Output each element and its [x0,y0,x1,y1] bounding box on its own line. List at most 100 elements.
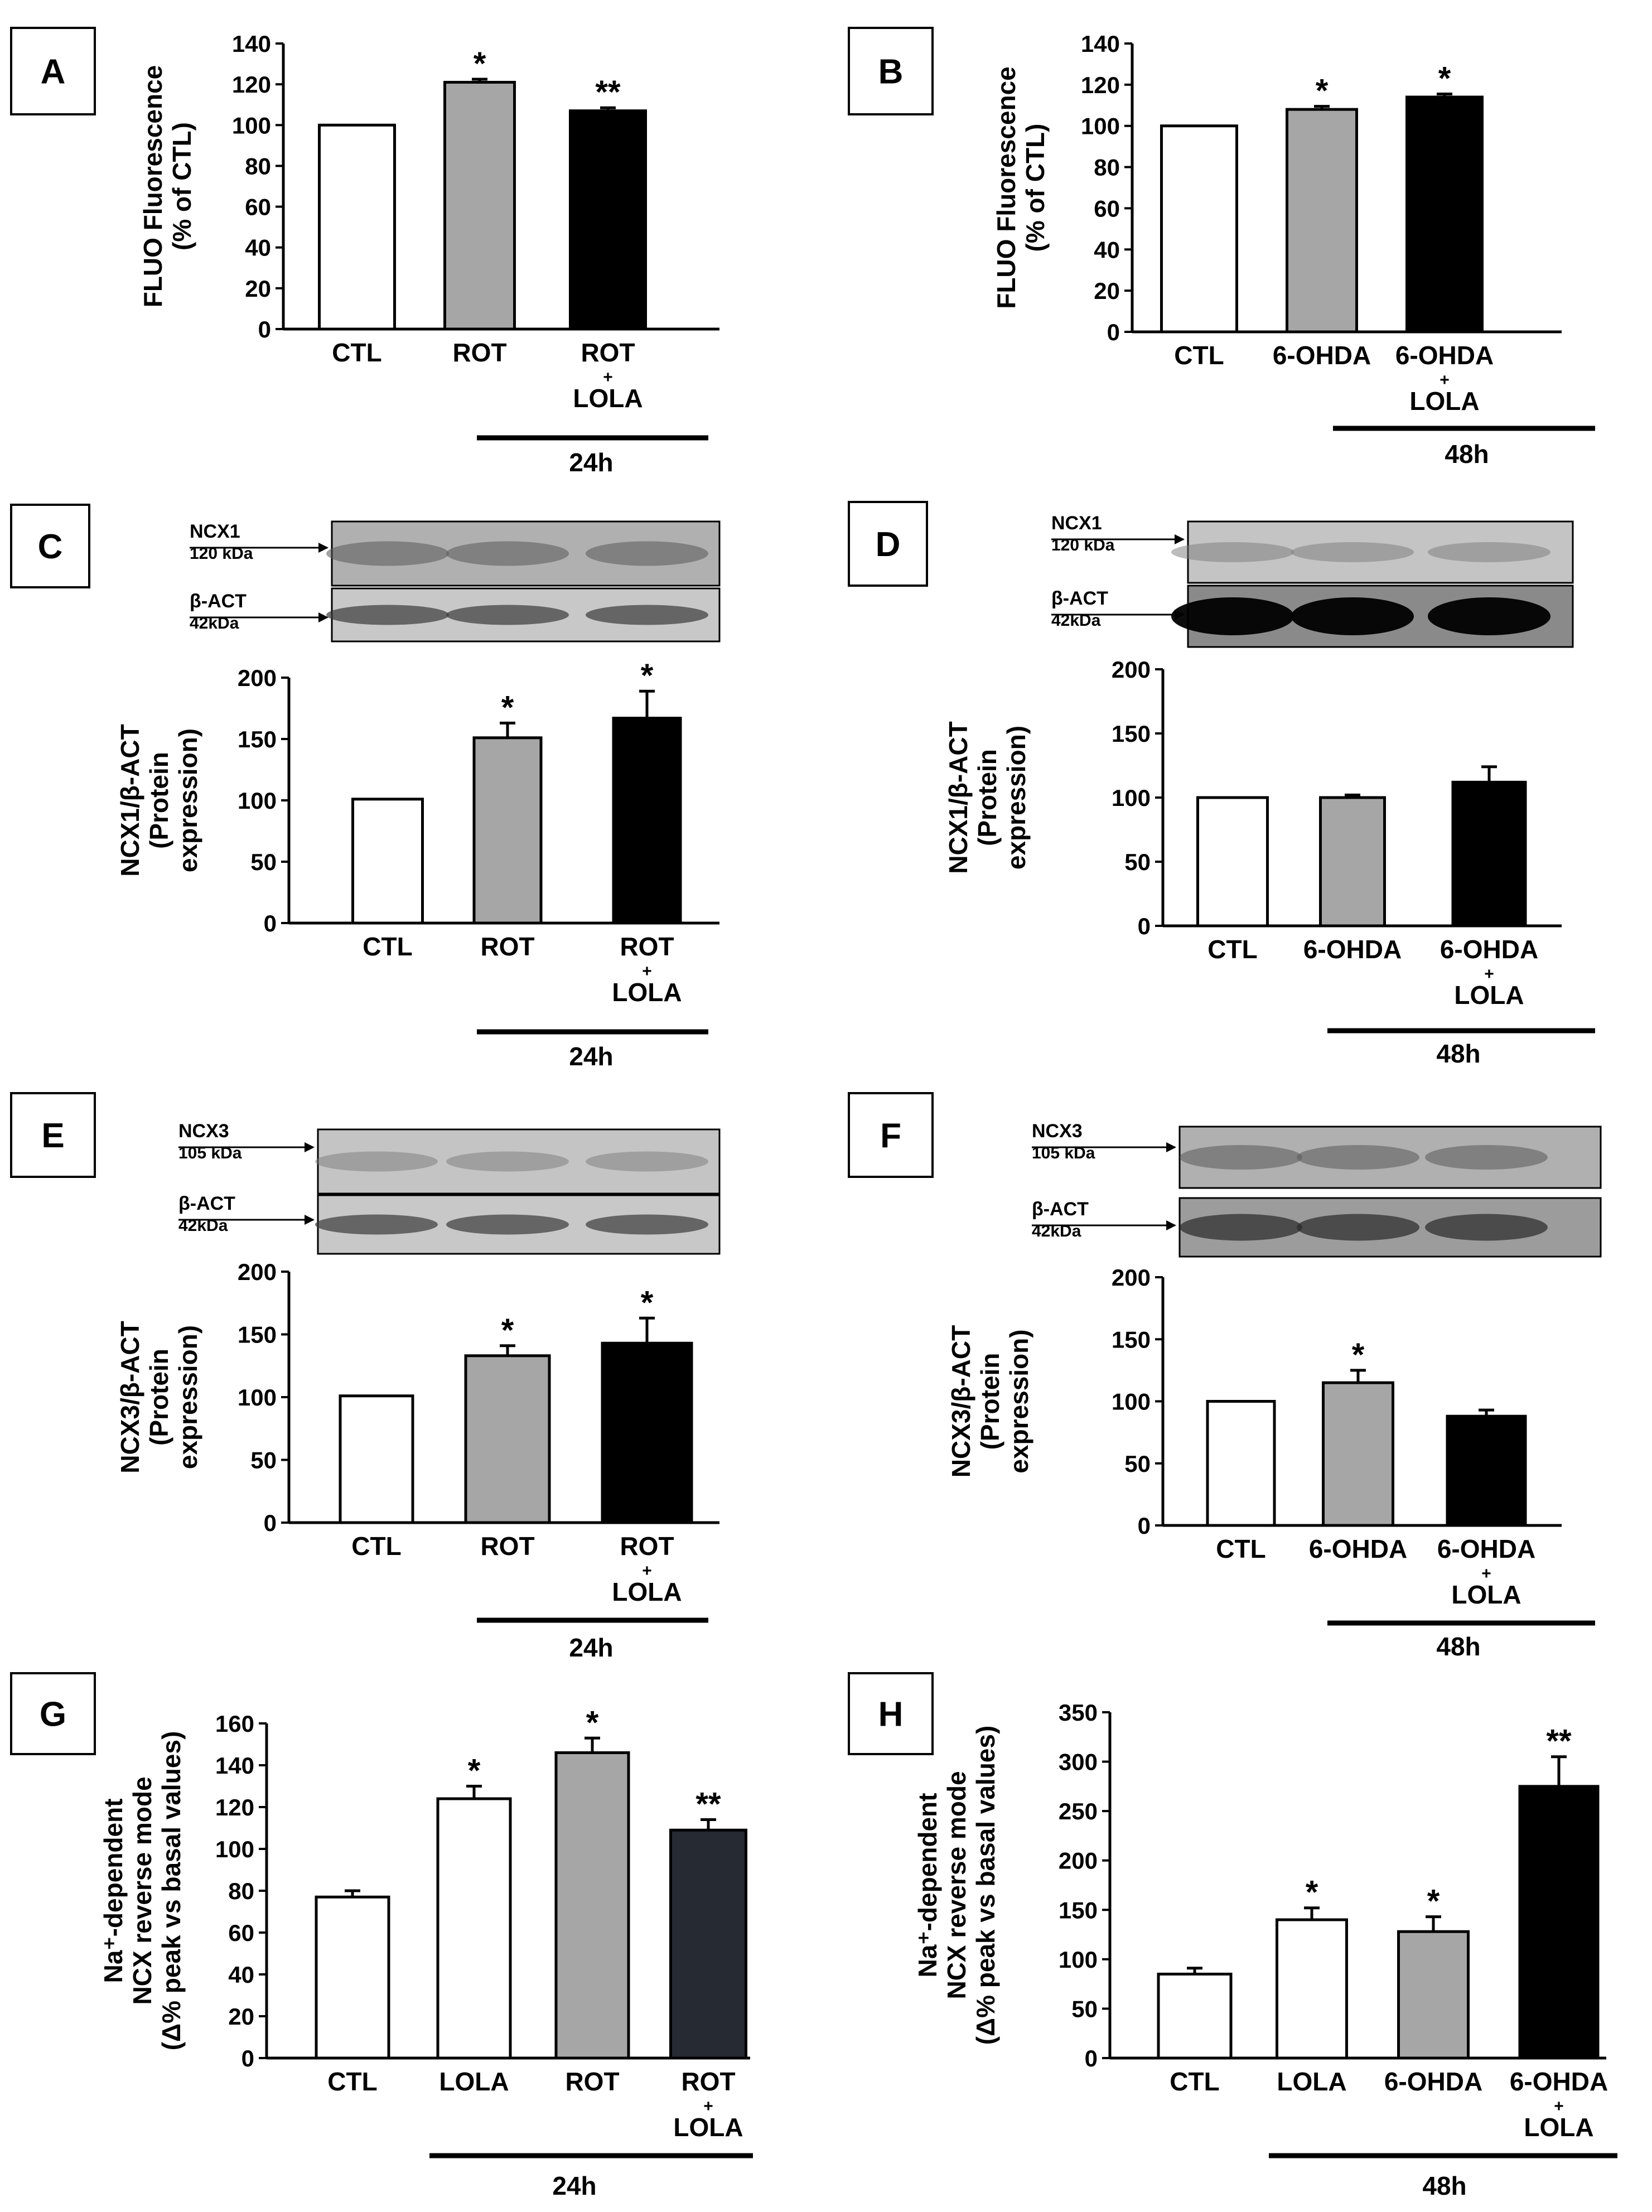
significance-marker: * [468,1753,481,1789]
category-label: LOLA [439,2067,509,2096]
category-label: ROT [620,1532,674,1561]
duration-label: 24h [569,448,613,477]
y-tick-label: 140 [232,31,271,57]
y-tick-label: 200 [1112,1264,1151,1291]
category-label: LOLA [612,1577,682,1606]
blot-band [1425,1214,1548,1241]
blot-band [1291,542,1414,562]
y-tick-label: 140 [215,1752,254,1779]
y-tick-label: 150 [238,1322,277,1348]
blot-protein-label: β-ACT [1051,588,1108,609]
category-label: CTL [332,338,381,367]
category-label: CTL [351,1532,401,1561]
y-axis-title: (Protein [144,1349,173,1446]
y-axis-title: expression) [173,728,202,872]
y-tick-label: 150 [238,726,277,752]
blot-band [446,541,569,566]
y-axis-title: expression) [173,1325,202,1469]
blot-band [446,1214,569,1235]
panel-label-box [10,27,96,115]
blot-band [1428,597,1550,635]
blot-band [1297,1214,1419,1241]
category-label: 6-OHDA [1395,341,1494,370]
category-label: LOLA [1451,1580,1521,1609]
y-tick-label: 20 [245,276,271,302]
blot-protein-label: NCX1 [1051,513,1102,534]
y-axis-title: (Protein [144,752,173,849]
y-axis-title: FLUO Fluorescence [992,66,1021,309]
bar-ctl [315,1895,390,2060]
y-tick-label: 50 [1071,1996,1098,2022]
category-label: ROT [480,932,534,961]
blot-band [586,541,708,566]
category-label: LOLA [1524,2113,1593,2142]
panel-label: G [40,1696,66,1734]
y-tick-label: 0 [241,2045,254,2071]
panel-label-box [848,27,934,115]
y-tick-label: 150 [1112,1326,1151,1353]
y-tick-label: 40 [228,1962,254,1988]
blot-protein-label: NCX1 [190,521,240,542]
y-tick-label: 100 [238,788,277,814]
bar-6-ohda--lola [1446,1414,1527,1527]
y-tick-label: 50 [1124,1451,1151,1477]
panel-label: C [38,528,63,566]
y-tick-label: 200 [1059,1848,1098,1874]
category-label: LOLA [612,978,682,1007]
bar-rot [472,736,543,925]
blot-band [315,1151,438,1172]
significance-marker: * [1306,1875,1318,1911]
duration-label: 48h [1445,439,1489,469]
y-tick-label: 40 [1094,236,1120,263]
significance-marker: * [1352,1337,1365,1373]
y-tick-label: 0 [258,316,271,342]
category-label: CTL [1216,1534,1265,1563]
blot-protein-label: β-ACT [178,1193,235,1214]
panel-a: A 0 20 40 60 80 100 120 140 FLUO Fluorescence (% o… [10,27,719,477]
category-label: ROT [565,2067,619,2096]
y-tick-label: 0 [264,910,277,936]
category-label: 6-OHDA [1273,341,1371,370]
blot-arrow-head [305,1142,315,1152]
category-label: LOLA [673,2113,743,2142]
blot-protein-label: NCX3 [1032,1121,1083,1142]
category-label: + [642,962,652,981]
significance-marker: * [641,658,654,694]
panel-f: F 0 50 100 150 200 NCX3/β-ACT (Protein expressio… [848,1092,1602,1661]
bar-6-ohda [1319,796,1386,928]
y-tick-label: 80 [228,1878,254,1904]
y-tick-label: 100 [232,112,271,138]
blot-arrow-head [1166,1142,1176,1152]
duration-label: 24h [569,1633,613,1662]
y-tick-label: 200 [1112,656,1151,683]
y-axis-title: (Protein [975,1353,1004,1450]
category-label: + [1440,371,1450,389]
blot-arrow-head [1175,534,1185,544]
significance-marker: * [474,46,486,82]
y-tick-label: 0 [1107,319,1120,345]
y-tick-label: 120 [215,1794,254,1820]
bar-6-ohda--lola [1451,780,1527,928]
panel-c: C 0 50 100 150 200 NCX1/β-ACT (Protein expressio… [10,504,721,1071]
y-axis-title: FLUO Fluorescence [138,65,167,308]
y-axis-title: (% of CTL) [167,122,196,250]
bar-6-ohda [1397,1930,1470,2060]
y-tick-label: 200 [238,665,277,691]
y-tick-label: 0 [1085,2045,1098,2071]
duration-label: 48h [1422,2171,1466,2200]
significance-marker: * [586,1704,599,1741]
y-tick-label: 50 [1124,849,1151,875]
panel-d: D 0 50 100 150 200 NCX1/β-ACT (Protein expressio… [848,501,1595,1068]
category-label: CTL [1207,935,1257,964]
blot-band [315,1214,438,1235]
y-axis-title: NCX1/β-ACT [115,724,144,876]
significance-marker: * [501,1312,514,1349]
bar-6-ohda [1286,108,1358,334]
category-label: 6-OHDA [1303,935,1402,964]
category-label: LOLA [1409,387,1479,416]
blot-arrow-head [318,543,329,553]
blot-protein-label: β-ACT [1032,1199,1089,1220]
y-tick-label: 300 [1059,1749,1098,1775]
blot-arrow-head [305,1215,315,1225]
panel-g: G 0 20 40 60 80 100 120 140 160 Na⁺-dependent NCX r… [10,1672,753,2200]
